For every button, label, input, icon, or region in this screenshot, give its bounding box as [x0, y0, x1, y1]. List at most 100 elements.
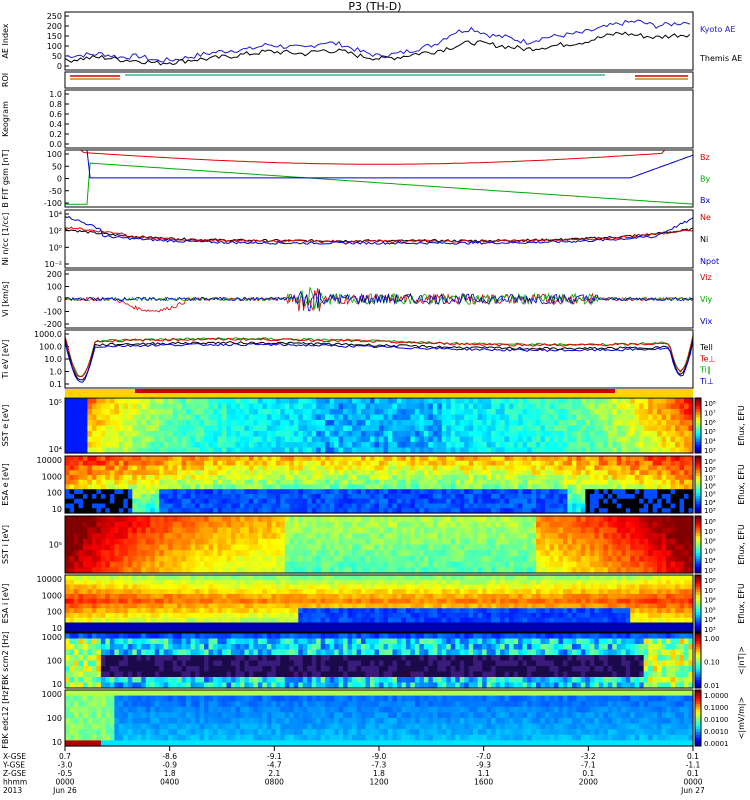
- sst_e-cell: [616, 420, 622, 427]
- esa_e-cell: [522, 494, 528, 500]
- sst_e-cell: [639, 425, 645, 432]
- esa_e-cell: [423, 503, 429, 509]
- esa_i-cell: [163, 579, 169, 586]
- sst_e-cell: [652, 436, 658, 443]
- sst_e-cell: [320, 403, 326, 410]
- esa_e-cell: [558, 479, 564, 486]
- esa_e-cell: [374, 470, 380, 476]
- esa_e-cell: [580, 489, 586, 495]
- sst_e-cell: [675, 420, 681, 427]
- esa_e-cell: [136, 456, 142, 462]
- sst_i-cell: [293, 527, 299, 534]
- esa_e-cell: [244, 498, 250, 505]
- esa_e-cell: [343, 508, 349, 514]
- sst_i-cell: [571, 516, 577, 523]
- sst_e-colorbar: [695, 400, 701, 404]
- temperature-ytick: 100.0: [39, 343, 62, 352]
- sst_e-cell: [558, 425, 564, 432]
- esa_e-cell: [688, 508, 694, 514]
- ae-series-themis: [64, 31, 691, 66]
- esa_i-ytick: 100: [47, 608, 62, 617]
- sst_e-cell: [405, 409, 411, 416]
- esa_e-cell: [370, 494, 376, 500]
- esa_e-cell: [347, 470, 353, 476]
- esa_e-cell: [553, 470, 560, 476]
- esa_e-cell: [486, 484, 492, 490]
- sst_e-cell: [580, 409, 586, 416]
- sst_e-cell: [150, 409, 156, 416]
- sst_i-cell: [136, 521, 142, 528]
- sst_e-cell: [544, 442, 551, 449]
- sst_i-cell: [616, 516, 622, 523]
- sst_e-cell: [540, 409, 546, 416]
- sst_i-cell: [549, 544, 555, 551]
- esa_e-cell: [204, 489, 210, 495]
- sst_e-cell: [585, 425, 591, 432]
- esa_e-cell: [320, 484, 326, 490]
- sst_e-cell: [100, 420, 106, 427]
- sst_e-cell: [208, 431, 214, 438]
- sst_i-cell: [405, 533, 411, 540]
- sst_i-cell: [316, 527, 322, 534]
- esa_i-cell: [522, 575, 528, 581]
- sst_e-cell: [123, 436, 129, 443]
- sst_i-cell: [625, 538, 631, 546]
- sst_e-cell: [208, 425, 214, 432]
- sst_i-cell: [531, 544, 537, 551]
- esa_e-cell: [69, 460, 75, 467]
- esa_i-cell: [289, 575, 295, 581]
- sst_e-cell: [266, 431, 272, 438]
- esa_e-cell: [558, 494, 564, 500]
- sst_e-cell: [163, 409, 169, 416]
- sst_e-cell: [634, 414, 640, 421]
- sst_i-cell: [186, 521, 192, 528]
- esa_e-cell: [379, 475, 385, 481]
- sst_i-cell: [437, 521, 443, 528]
- sst_e-cell: [419, 442, 425, 449]
- esa_e-cell: [401, 503, 407, 509]
- sst_e-cell: [625, 420, 631, 427]
- sst_e-cell: [154, 447, 160, 454]
- sst_i-cell: [190, 533, 196, 540]
- sst_i-cell: [414, 516, 420, 523]
- sst_e-cell: [370, 420, 376, 427]
- esa_i-cell: [428, 575, 434, 581]
- esa_i-cell: [338, 579, 344, 586]
- sst_i-cell: [473, 527, 479, 534]
- esa_e-cell: [230, 479, 237, 486]
- esa_e-cell: [87, 498, 93, 505]
- sst_i-cell: [553, 533, 560, 540]
- sst_i-cell: [73, 555, 80, 563]
- esa_e-cell: [437, 484, 443, 490]
- sst_i-cell: [298, 516, 304, 523]
- esa_i-cell: [217, 575, 223, 581]
- esa_e-cell: [163, 484, 169, 490]
- esa_e-cell: [486, 470, 492, 476]
- esa_e-cell: [679, 494, 685, 500]
- esa_e-cell: [675, 475, 681, 481]
- sst_e-cell: [347, 442, 353, 449]
- sst_e-cell: [271, 436, 277, 443]
- sst_e-cell: [387, 403, 394, 410]
- sst_e-cell: [513, 425, 519, 432]
- sst_i-cell: [518, 538, 524, 546]
- esa_e-cell: [91, 460, 97, 467]
- sst_i-cell: [374, 550, 380, 557]
- sst_e-cell: [571, 420, 577, 427]
- sst_i-cell: [549, 567, 555, 574]
- esa_e-cell: [226, 494, 232, 500]
- sst_i-cell: [159, 550, 165, 557]
- esa_i-cell: [679, 579, 685, 586]
- sst_e-cell: [432, 403, 438, 410]
- esa_e-cell: [383, 475, 389, 481]
- sst_i-cell: [657, 555, 663, 563]
- esa_e-cell: [172, 508, 178, 514]
- esa_e-cell: [401, 508, 407, 514]
- esa_i-cell: [100, 575, 106, 581]
- sst_i-cell: [401, 561, 407, 568]
- esa_i-cell: [423, 575, 429, 581]
- esa_e-cell: [549, 456, 555, 462]
- sst_i-cell: [248, 527, 254, 534]
- esa_i-cell: [558, 575, 564, 581]
- esa_i-ylabel: ESA i [eV]: [1, 584, 10, 624]
